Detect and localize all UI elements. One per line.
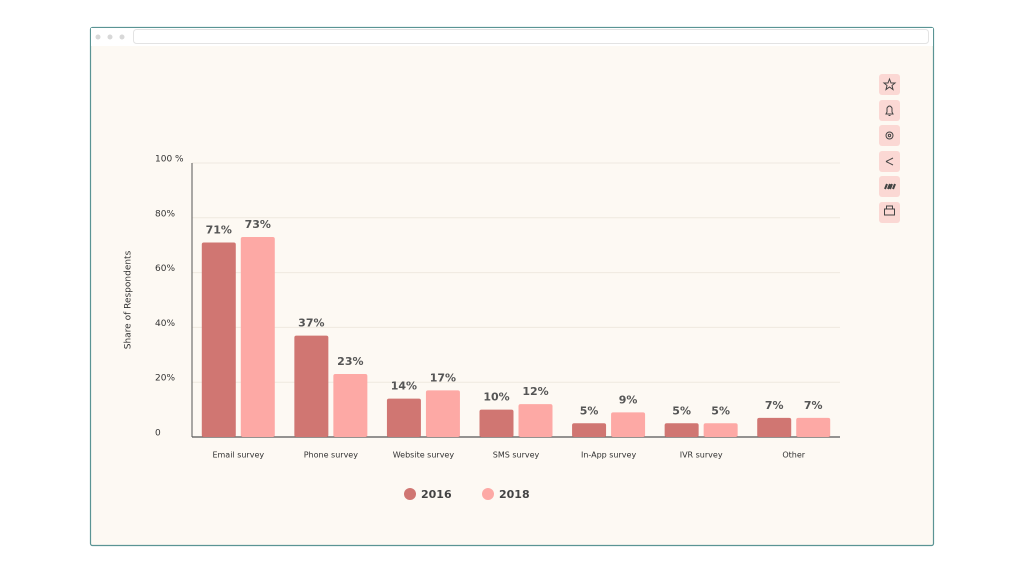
x-tick-label: SMS survey bbox=[493, 451, 540, 460]
bar bbox=[518, 404, 553, 437]
bar bbox=[386, 398, 421, 437]
alert-button[interactable] bbox=[879, 100, 900, 121]
print-button[interactable] bbox=[879, 202, 900, 223]
value-label: 7% bbox=[804, 399, 823, 412]
gear-icon bbox=[885, 131, 894, 140]
y-tick-label: 60% bbox=[155, 264, 175, 274]
address-bar[interactable] bbox=[133, 29, 929, 44]
x-tick-label: Email survey bbox=[212, 451, 264, 460]
favorite-button[interactable] bbox=[879, 74, 900, 95]
y-tick-label: 40% bbox=[155, 319, 175, 329]
quote-icon bbox=[884, 183, 896, 190]
share-button[interactable] bbox=[879, 151, 900, 172]
bar bbox=[333, 373, 368, 437]
side-toolbar bbox=[879, 74, 900, 223]
legend-swatch bbox=[482, 488, 494, 500]
bar bbox=[572, 423, 607, 437]
bar bbox=[479, 409, 514, 437]
value-label: 73% bbox=[245, 218, 271, 231]
value-label: 5% bbox=[711, 404, 730, 417]
legend-swatch bbox=[404, 488, 416, 500]
bar bbox=[425, 390, 460, 437]
x-tick-label: Website survey bbox=[393, 451, 455, 460]
value-label: 17% bbox=[430, 371, 456, 384]
value-label: 10% bbox=[483, 391, 509, 404]
window-dot bbox=[119, 34, 125, 40]
value-label: 7% bbox=[765, 399, 784, 412]
bar bbox=[294, 335, 329, 437]
y-tick-label: 80% bbox=[155, 209, 175, 219]
bar bbox=[703, 423, 738, 437]
y-tick-label: 20% bbox=[155, 374, 175, 384]
value-label: 37% bbox=[298, 317, 324, 330]
y-axis-label: Share of Respondents bbox=[124, 250, 134, 349]
printer-icon bbox=[886, 205, 893, 210]
value-label: 12% bbox=[522, 385, 548, 398]
star-icon bbox=[882, 77, 897, 91]
bar bbox=[201, 242, 236, 437]
value-label: 9% bbox=[619, 393, 638, 406]
share-icon bbox=[885, 157, 894, 166]
x-tick-label: In-App survey bbox=[581, 451, 636, 460]
legend-label: 2018 bbox=[499, 488, 530, 501]
legend-label: 2016 bbox=[421, 488, 452, 501]
value-label: 23% bbox=[337, 355, 363, 368]
y-tick-label: 100 % bbox=[155, 155, 184, 165]
x-tick-label: IVR survey bbox=[680, 451, 723, 460]
x-tick-label: Other bbox=[782, 451, 805, 460]
value-label: 5% bbox=[580, 404, 599, 417]
bar bbox=[664, 423, 699, 437]
settings-button[interactable] bbox=[879, 125, 900, 146]
value-label: 5% bbox=[672, 404, 691, 417]
toolbar-icons bbox=[882, 77, 897, 216]
window-dot bbox=[95, 34, 101, 40]
bar bbox=[757, 417, 792, 437]
y-tick-label: 0 bbox=[155, 429, 161, 439]
bell-icon bbox=[885, 105, 894, 116]
bar bbox=[240, 236, 275, 437]
bar bbox=[611, 412, 646, 437]
x-tick-label: Phone survey bbox=[304, 451, 359, 460]
window-dot bbox=[107, 34, 113, 40]
value-label: 14% bbox=[391, 380, 417, 393]
value-label: 71% bbox=[206, 223, 232, 236]
bar bbox=[796, 417, 831, 437]
gear-icon bbox=[887, 133, 892, 138]
